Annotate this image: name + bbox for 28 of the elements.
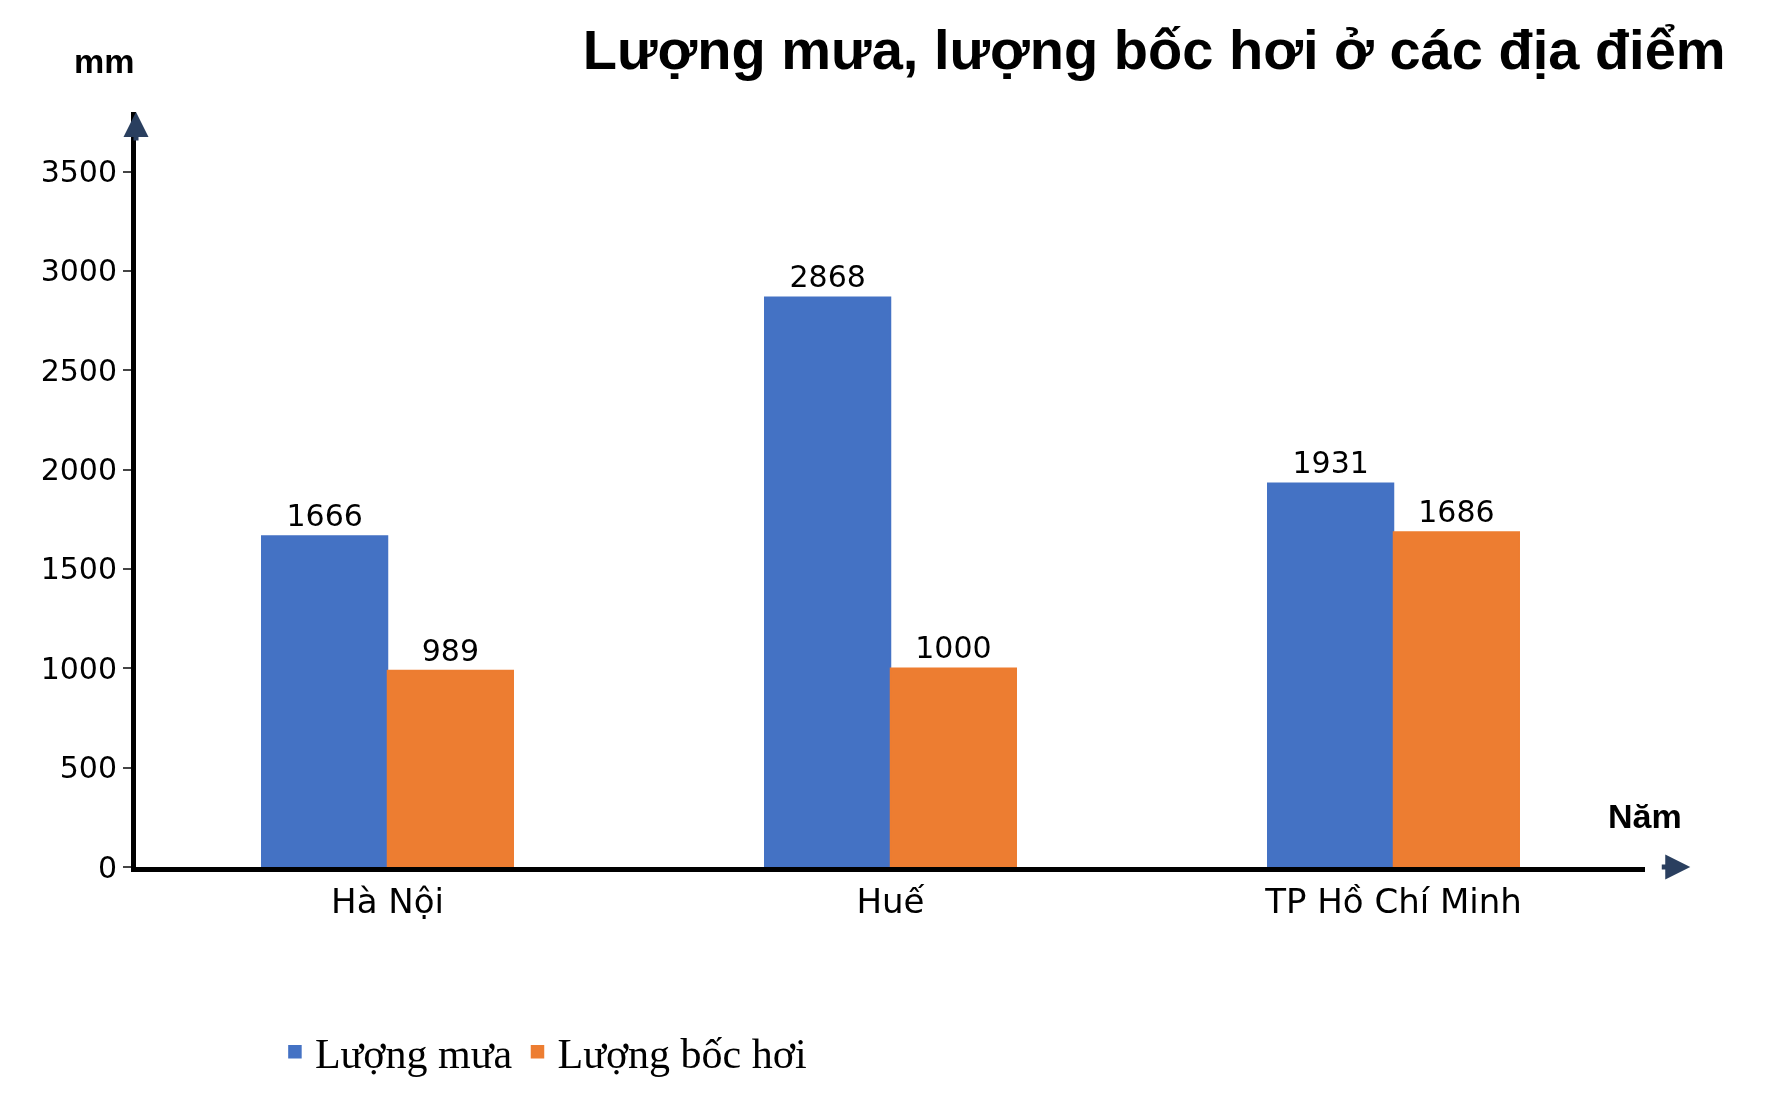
- data-label: 1686: [1418, 494, 1495, 530]
- bar: [261, 535, 389, 867]
- x-tick-label: Hà Nội: [331, 880, 444, 921]
- y-tick-label: 0: [97, 849, 117, 885]
- x-tick-label: TP Hồ Chí Minh: [1264, 880, 1522, 921]
- x-tick-label: Huế: [856, 880, 925, 921]
- data-label: 1666: [286, 497, 363, 533]
- data-label: 2868: [789, 259, 866, 295]
- bar: [889, 667, 1017, 867]
- y-tick-label: 2000: [40, 452, 117, 488]
- legend-label: Lượng mưa: [314, 1031, 513, 1078]
- data-label: 1931: [1292, 445, 1369, 481]
- bar: [764, 296, 892, 867]
- y-tick-label: 3500: [40, 154, 117, 190]
- y-axis-title: mm: [74, 42, 135, 80]
- legend-label: Lượng bốc hơi: [557, 1031, 807, 1078]
- y-tick-label: 500: [59, 750, 117, 786]
- y-tick-label: 3000: [40, 253, 117, 289]
- data-label: 989: [421, 632, 480, 668]
- y-tick-label: 1500: [40, 551, 117, 587]
- y-tick-label: 2500: [40, 352, 117, 388]
- data-label: 1000: [915, 630, 992, 666]
- bar: [1267, 482, 1395, 867]
- bar: [1392, 531, 1520, 867]
- chart-title: Lượng mưa, lượng bốc hơi ở các địa điểm: [582, 18, 1726, 82]
- bar: [386, 669, 514, 867]
- x-axis-title: Năm: [1608, 797, 1682, 835]
- y-tick-label: 1000: [40, 650, 117, 686]
